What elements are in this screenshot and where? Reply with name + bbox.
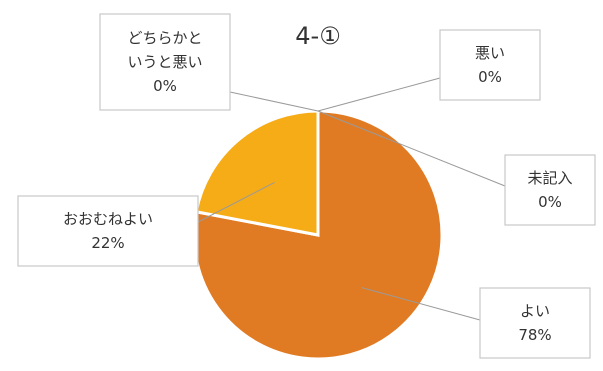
data-label-category: よい	[520, 302, 550, 320]
data-label-1: おおむねよい 22%	[17, 195, 199, 267]
data-label-category: 未記入	[527, 169, 572, 187]
leader-line-4	[317, 110, 506, 187]
data-label-category: どちらかと	[127, 29, 202, 47]
data-label-value: 22%	[91, 234, 124, 252]
data-label-box	[99, 13, 231, 111]
data-label-value: 0%	[478, 68, 502, 86]
data-label-0: よい 78%	[479, 287, 591, 359]
data-label-4: 未記入 0%	[504, 154, 596, 226]
data-label-value: 0%	[153, 77, 177, 95]
data-label-box	[479, 287, 591, 359]
leader-lines	[197, 77, 506, 321]
slice-1	[194, 109, 320, 237]
leader-line-1	[197, 182, 275, 223]
data-label-category: おおむねよい	[63, 210, 153, 228]
data-label-category: 悪い	[475, 44, 505, 62]
data-label-box	[504, 154, 596, 226]
leader-line-3	[317, 77, 441, 112]
data-label-box	[17, 195, 199, 267]
data-label-category: いうと悪い	[127, 53, 202, 71]
data-label-box	[439, 29, 541, 101]
data-label-value: 0%	[538, 193, 562, 211]
data-label-3: 悪い 0%	[439, 29, 541, 101]
data-label-value: 78%	[518, 326, 551, 344]
leader-line-2	[229, 91, 319, 112]
leader-line-0	[361, 287, 481, 321]
pie-slices	[192, 109, 444, 361]
chart-title: 4-①	[295, 22, 340, 50]
